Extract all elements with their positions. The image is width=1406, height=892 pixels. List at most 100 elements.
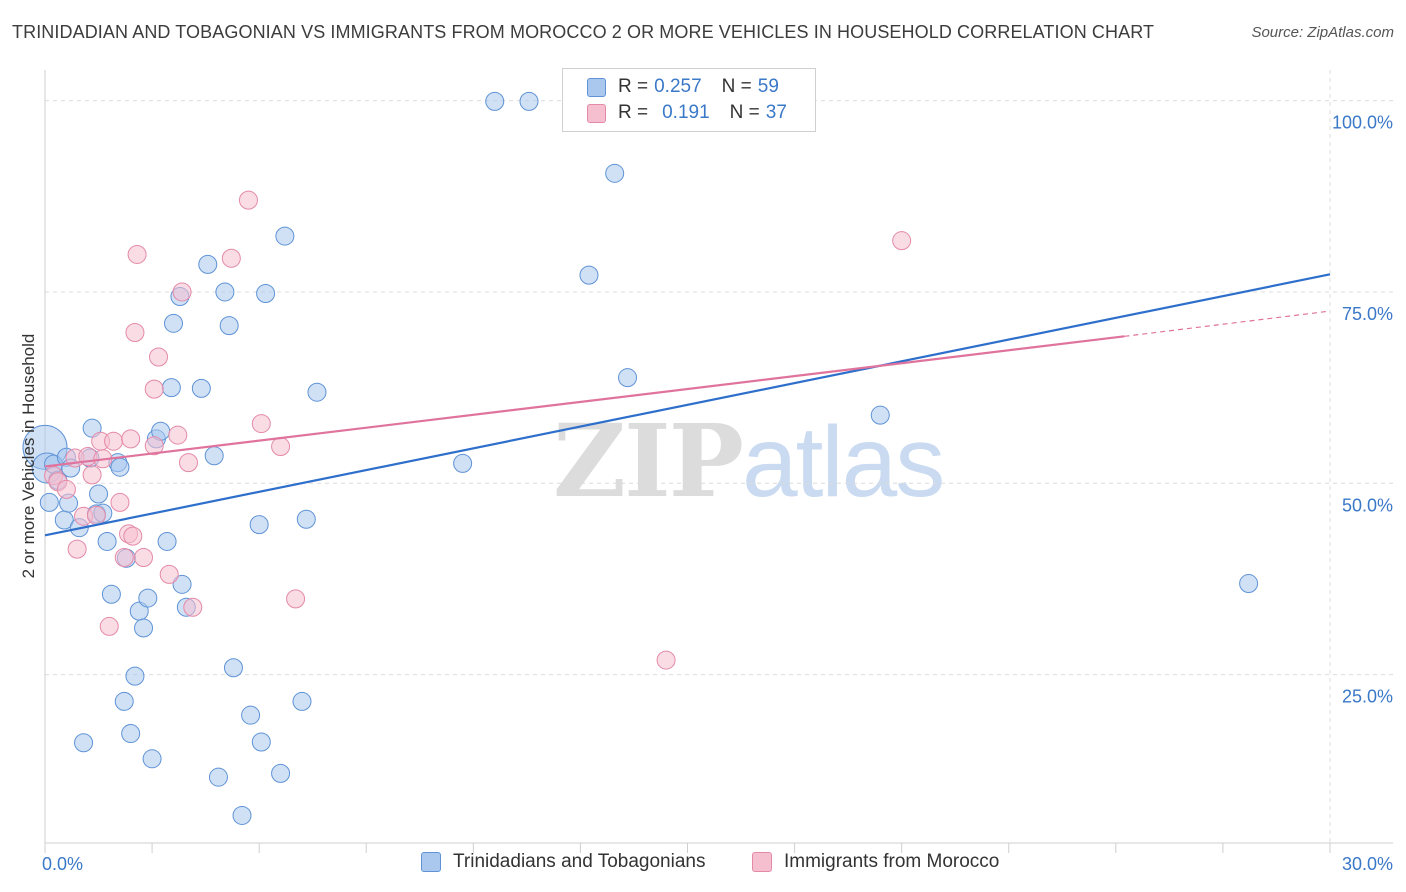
source-credit: Source: ZipAtlas.com — [1251, 24, 1394, 41]
blue-data-point — [134, 618, 154, 638]
blue-data-point — [223, 658, 243, 678]
data-points — [22, 91, 1259, 825]
blue-data-point — [89, 484, 109, 504]
blue-data-point — [191, 378, 211, 398]
blue-data-point — [292, 691, 312, 711]
blue-data-point — [215, 282, 235, 302]
pink-data-point — [656, 650, 676, 670]
x-tick-label: 0.0% — [42, 854, 83, 874]
pink-data-point — [104, 431, 124, 451]
blue-data-point — [275, 226, 295, 246]
pink-data-point — [86, 505, 106, 525]
blue-data-point — [114, 691, 134, 711]
pink-data-point — [121, 429, 141, 449]
y-tick-label: 75.0% — [1342, 304, 1393, 324]
y-axis-title: 2 or more Vehicles in Household — [19, 334, 38, 579]
blue-data-point — [232, 805, 252, 825]
pink-data-point — [110, 492, 130, 512]
stats-legend-row-pink: R = 0.191 N = 37 — [587, 101, 787, 125]
blue-data-point — [579, 265, 599, 285]
blue-data-point — [208, 767, 228, 787]
pink-data-point — [286, 589, 306, 609]
trend-lines — [44, 273, 1331, 537]
blue-data-point — [161, 378, 181, 398]
legend-label: Trinidadians and Tobagonians — [453, 851, 706, 872]
blue-data-point — [271, 763, 291, 783]
stats-legend: R = 0.257 N = 59 R = 0.191 N = 37 — [562, 68, 816, 132]
blue-data-point — [307, 382, 327, 402]
pink-data-point — [144, 379, 164, 399]
blue-swatch — [421, 852, 441, 872]
blue-data-point — [157, 531, 177, 551]
pink-data-point — [67, 539, 87, 559]
pink-data-point — [251, 414, 271, 434]
y-tick-label: 25.0% — [1342, 687, 1393, 707]
axis-labels: 25.0% 50.0% 75.0% 100.0% 0.0% 30.0% 2 or more … — [19, 113, 1393, 874]
pink-data-point — [82, 465, 102, 485]
blue-data-point — [296, 509, 316, 529]
blue-data-point — [101, 584, 121, 604]
blue-data-point — [519, 91, 539, 111]
blue-data-point — [249, 515, 269, 535]
pink-data-point — [125, 323, 145, 343]
blue-data-point — [110, 457, 130, 477]
pink-data-point — [183, 597, 203, 617]
chart-title: TRINIDADIAN AND TOBAGONIAN VS IMMIGRANTS… — [12, 22, 1155, 42]
blue-data-point — [121, 724, 141, 744]
legend-label: Immigrants from Morocco — [784, 851, 1000, 872]
blue-data-point — [97, 531, 117, 551]
blue-data-point — [198, 254, 218, 274]
pink-data-point — [178, 453, 198, 473]
pink-data-point — [99, 616, 119, 636]
y-tick-label: 50.0% — [1342, 495, 1393, 515]
n-value: 59 — [757, 76, 779, 97]
pink-data-point — [56, 479, 76, 499]
blue-trend-line — [44, 273, 1331, 537]
n-label: N = — [729, 102, 760, 123]
legend-item-trinidadians[interactable]: Trinidadians and Tobagonians — [421, 851, 705, 873]
blue-data-point — [870, 405, 890, 425]
pink-trend-extension — [1124, 310, 1331, 337]
blue-data-point — [256, 283, 276, 303]
blue-data-point — [138, 588, 158, 608]
pink-data-point — [172, 282, 192, 302]
blue-data-point — [219, 316, 239, 336]
x-tick-label: 30.0% — [1342, 854, 1393, 874]
pink-data-point — [149, 347, 169, 367]
n-value: 37 — [765, 102, 787, 123]
pink-data-point — [134, 548, 154, 568]
blue-data-point — [453, 453, 473, 473]
r-value: 0.257 — [654, 76, 702, 97]
pink-data-point — [123, 526, 143, 546]
blue-data-point — [164, 313, 183, 333]
n-label: N = — [721, 76, 752, 97]
legend-item-morocco[interactable]: Immigrants from Morocco — [752, 851, 999, 873]
series-legend: Trinidadians and Tobagonians Immigrants … — [0, 851, 1406, 877]
blue-data-point — [172, 574, 192, 594]
blue-data-point — [605, 163, 625, 183]
watermark-zip: ZIP — [553, 402, 744, 520]
watermark-atlas: atlas — [741, 406, 945, 518]
blue-data-point — [251, 732, 271, 752]
blue-data-point — [485, 91, 505, 111]
blue-data-point — [204, 446, 224, 466]
blue-data-point — [618, 368, 638, 388]
stats-legend-row-blue: R = 0.257 N = 59 — [587, 75, 779, 99]
pink-data-point — [271, 437, 291, 457]
pink-data-point — [221, 248, 241, 268]
pink-swatch — [752, 852, 772, 872]
y-tick-label: 100.0% — [1332, 113, 1393, 133]
blue-data-point — [1239, 574, 1259, 594]
grid-lines — [45, 70, 1395, 843]
blue-data-point — [241, 705, 261, 725]
blue-swatch — [587, 77, 606, 97]
pink-trend-line — [44, 335, 1125, 468]
pink-data-point — [892, 231, 912, 251]
watermark: ZIPatlas — [553, 402, 945, 520]
r-label: R = — [618, 102, 649, 123]
blue-data-point — [74, 733, 94, 753]
pink-swatch — [587, 103, 606, 123]
pink-data-point — [144, 436, 164, 456]
pink-data-point — [159, 564, 179, 584]
